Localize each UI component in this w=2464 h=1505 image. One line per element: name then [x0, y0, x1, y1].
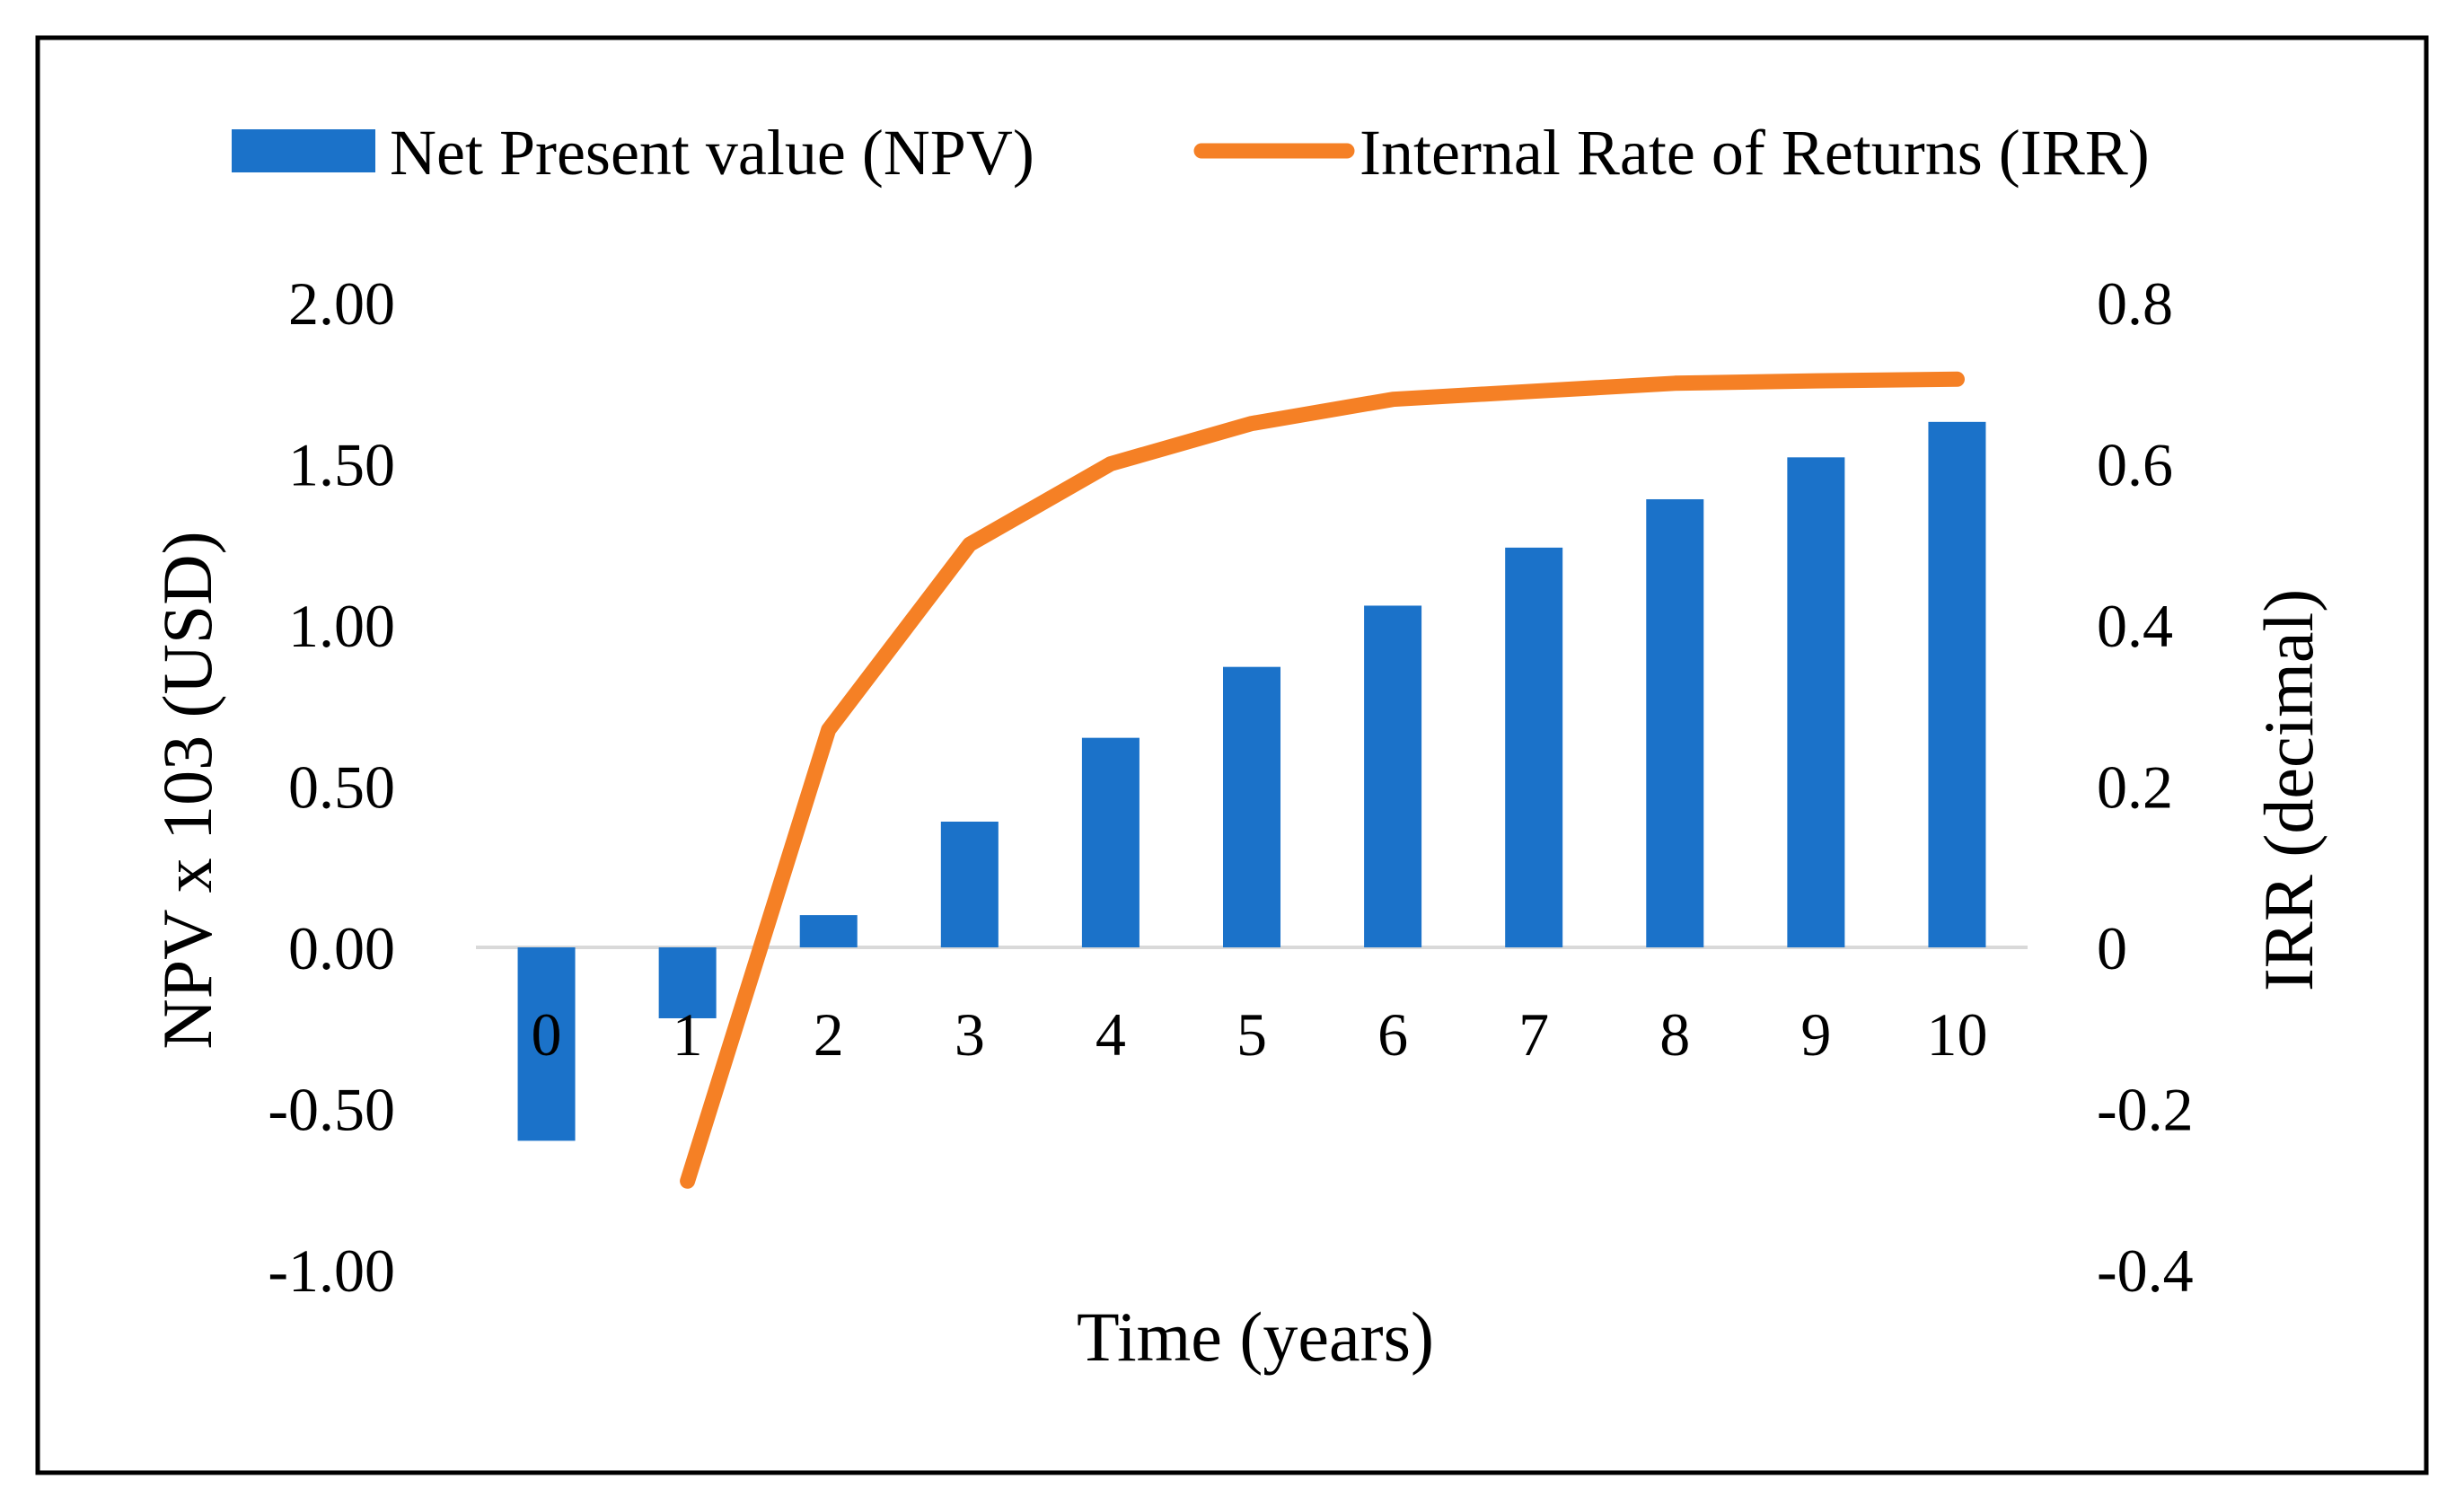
x-axis-title: Time (years): [1077, 1298, 1434, 1376]
right-tick-label: 0.8: [2097, 269, 2173, 338]
npv-bar-9: [1787, 457, 1845, 947]
left-tick-label: 0.00: [288, 914, 395, 982]
right-axis-tick-labels: 0.8 0.6 0.4 0.2 0 -0.2 -0.4: [2097, 269, 2194, 1305]
right-tick-label: 0.4: [2097, 592, 2173, 660]
left-tick-label: 1.00: [288, 592, 395, 660]
npv-bar-1: [658, 947, 717, 1018]
x-tick-label: 10: [1926, 1000, 1987, 1069]
right-tick-label: 0.2: [2097, 753, 2173, 822]
legend-npv-label: Net Present value (NPV): [390, 117, 1034, 189]
x-tick-label: 7: [1518, 1000, 1549, 1069]
legend-irr-label: Internal Rate of Returns (IRR): [1360, 117, 2150, 189]
x-tick-label: 8: [1659, 1000, 1690, 1069]
right-tick-label: 0.6: [2097, 431, 2173, 499]
npv-bar-10: [1928, 421, 1986, 948]
npv-bars: [517, 421, 1986, 1141]
right-tick-label: -0.4: [2097, 1237, 2194, 1305]
legend-npv-swatch: [232, 129, 375, 172]
chart-frame: [35, 35, 2429, 1475]
right-axis-title: IRR (decimal): [2249, 589, 2328, 991]
legend: Net Present value (NPV) Internal Rate of…: [232, 117, 2150, 189]
left-axis-tick-labels: 2.00 1.50 1.00 0.50 0.00 -0.50 -1.00: [268, 269, 395, 1305]
right-tick-label: -0.2: [2097, 1076, 2194, 1144]
npv-bar-4: [1081, 737, 1140, 947]
left-tick-label: 2.00: [288, 269, 395, 338]
x-tick-label: 0: [532, 1000, 562, 1069]
x-tick-label: 9: [1800, 1000, 1831, 1069]
npv-bar-3: [940, 821, 999, 947]
x-tick-label: 3: [955, 1000, 985, 1069]
npv-bar-5: [1223, 666, 1280, 947]
npv-bar-0: [517, 947, 576, 1141]
right-tick-label: 0: [2097, 914, 2127, 982]
x-tick-label: 1: [673, 1000, 703, 1069]
left-tick-label: 1.50: [288, 431, 395, 499]
left-tick-label: -0.50: [268, 1076, 395, 1144]
x-tick-label: 2: [814, 1000, 844, 1069]
left-tick-label: -1.00: [268, 1237, 395, 1305]
npv-bar-7: [1505, 547, 1563, 947]
npv-bar-6: [1364, 605, 1422, 947]
left-axis-title: NPV x 103 (USD): [148, 531, 226, 1049]
x-tick-label: 5: [1236, 1000, 1267, 1069]
npv-bar-2: [799, 915, 858, 947]
irr-line-layer: [680, 371, 1965, 1189]
irr-line: [680, 371, 1965, 1189]
npv-bar-8: [1646, 498, 1704, 947]
x-tick-labels: 0 1 2 3 4 5 6 7 8 9 10: [532, 1000, 1988, 1069]
x-tick-label: 4: [1096, 1000, 1126, 1069]
left-tick-label: 0.50: [288, 753, 395, 822]
x-tick-label: 6: [1377, 1000, 1408, 1069]
